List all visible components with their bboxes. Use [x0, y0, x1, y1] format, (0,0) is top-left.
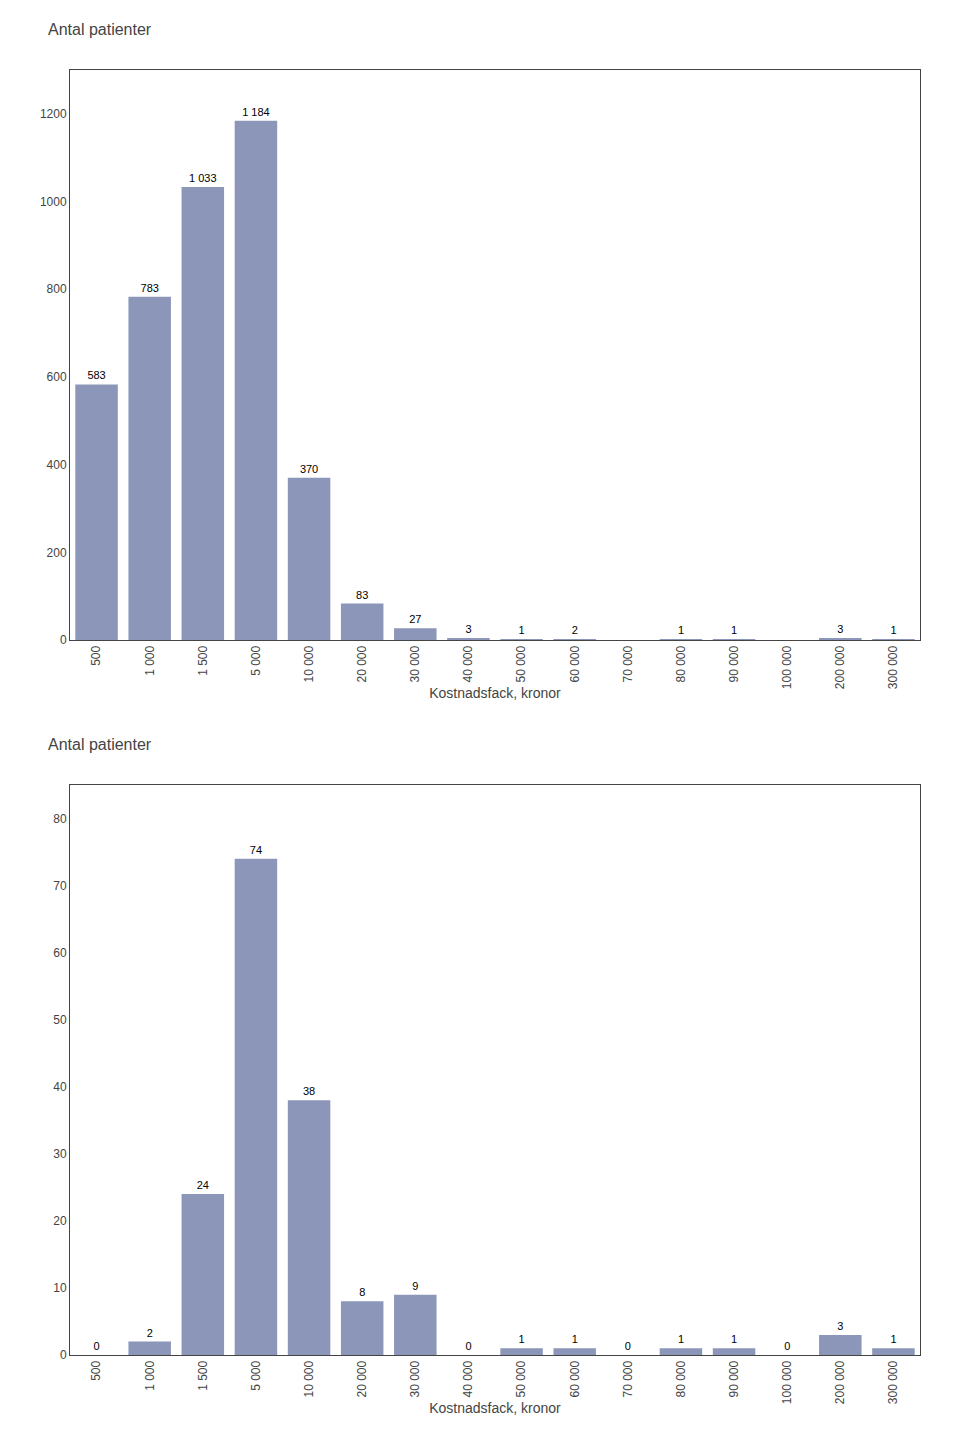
svg-text:5 000: 5 000 — [249, 1360, 263, 1390]
svg-text:70 000: 70 000 — [621, 645, 635, 682]
svg-text:24: 24 — [197, 1179, 209, 1191]
svg-text:60: 60 — [53, 946, 67, 960]
svg-text:Antal patienter: Antal patienter — [48, 736, 152, 753]
svg-text:1: 1 — [518, 1333, 524, 1345]
svg-text:90 000: 90 000 — [727, 1360, 741, 1397]
svg-text:80: 80 — [53, 812, 67, 826]
svg-text:1 000: 1 000 — [143, 1360, 157, 1390]
svg-text:1200: 1200 — [40, 107, 67, 121]
svg-text:3: 3 — [837, 623, 843, 635]
svg-text:10: 10 — [53, 1281, 67, 1295]
svg-text:20 000: 20 000 — [355, 1360, 369, 1397]
svg-text:600: 600 — [47, 370, 67, 384]
svg-text:0: 0 — [60, 1348, 67, 1362]
svg-text:500: 500 — [89, 645, 103, 665]
svg-text:3: 3 — [465, 623, 471, 635]
svg-text:10 000: 10 000 — [302, 645, 316, 682]
svg-text:1 184: 1 184 — [242, 106, 270, 118]
svg-text:0: 0 — [60, 633, 67, 647]
svg-text:2: 2 — [147, 1327, 153, 1339]
svg-text:200 000: 200 000 — [833, 645, 847, 689]
svg-text:400: 400 — [47, 458, 67, 472]
svg-text:50 000: 50 000 — [514, 645, 528, 682]
svg-text:2: 2 — [572, 624, 578, 636]
svg-text:50: 50 — [53, 1013, 67, 1027]
svg-text:30 000: 30 000 — [408, 1360, 422, 1397]
svg-text:5 000: 5 000 — [249, 645, 263, 675]
svg-text:10 000: 10 000 — [302, 1360, 316, 1397]
svg-text:27: 27 — [409, 613, 421, 625]
svg-text:30: 30 — [53, 1147, 67, 1161]
svg-text:1 500: 1 500 — [196, 645, 210, 675]
svg-text:20: 20 — [53, 1214, 67, 1228]
svg-text:40 000: 40 000 — [461, 645, 475, 682]
svg-text:38: 38 — [303, 1085, 315, 1097]
svg-text:50 000: 50 000 — [514, 1360, 528, 1397]
svg-text:80 000: 80 000 — [674, 645, 688, 682]
svg-text:70 000: 70 000 — [621, 1360, 635, 1397]
svg-text:3: 3 — [837, 1320, 843, 1332]
svg-text:783: 783 — [141, 282, 159, 294]
svg-text:20 000: 20 000 — [355, 645, 369, 682]
svg-text:40 000: 40 000 — [461, 1360, 475, 1397]
svg-text:1: 1 — [731, 1333, 737, 1345]
svg-text:1: 1 — [678, 624, 684, 636]
svg-text:80 000: 80 000 — [674, 1360, 688, 1397]
svg-text:1: 1 — [731, 624, 737, 636]
svg-text:0: 0 — [625, 1340, 631, 1352]
svg-text:83: 83 — [356, 589, 368, 601]
svg-text:1: 1 — [890, 1333, 896, 1345]
svg-text:60 000: 60 000 — [568, 645, 582, 682]
svg-text:370: 370 — [300, 463, 318, 475]
svg-text:40: 40 — [53, 1080, 67, 1094]
svg-text:1000: 1000 — [40, 195, 67, 209]
svg-text:100 000: 100 000 — [780, 1360, 794, 1404]
svg-text:60 000: 60 000 — [568, 1360, 582, 1397]
svg-text:0: 0 — [784, 1340, 790, 1352]
svg-text:0: 0 — [93, 1340, 99, 1352]
svg-text:1 000: 1 000 — [143, 645, 157, 675]
svg-text:Antal patienter: Antal patienter — [48, 21, 152, 38]
svg-text:9: 9 — [412, 1280, 418, 1292]
svg-text:200: 200 — [47, 546, 67, 560]
svg-text:30 000: 30 000 — [408, 645, 422, 682]
svg-text:70: 70 — [53, 879, 67, 893]
svg-text:200 000: 200 000 — [833, 1360, 847, 1404]
svg-text:300 000: 300 000 — [886, 645, 900, 689]
svg-text:Kostnadsfack, kronor: Kostnadsfack, kronor — [429, 1400, 561, 1416]
svg-text:0: 0 — [465, 1340, 471, 1352]
svg-text:90 000: 90 000 — [727, 645, 741, 682]
svg-text:1 033: 1 033 — [189, 172, 217, 184]
svg-text:74: 74 — [250, 844, 262, 856]
svg-text:100 000: 100 000 — [780, 645, 794, 689]
svg-text:1: 1 — [678, 1333, 684, 1345]
svg-text:800: 800 — [47, 282, 67, 296]
svg-text:8: 8 — [359, 1286, 365, 1298]
svg-text:1 500: 1 500 — [196, 1360, 210, 1390]
svg-text:Kostnadsfack, kronor: Kostnadsfack, kronor — [429, 685, 561, 701]
svg-text:583: 583 — [87, 369, 105, 381]
svg-text:1: 1 — [572, 1333, 578, 1345]
svg-text:1: 1 — [518, 624, 524, 636]
svg-text:500: 500 — [89, 1360, 103, 1380]
svg-text:300 000: 300 000 — [886, 1360, 900, 1404]
svg-text:1: 1 — [890, 624, 896, 636]
